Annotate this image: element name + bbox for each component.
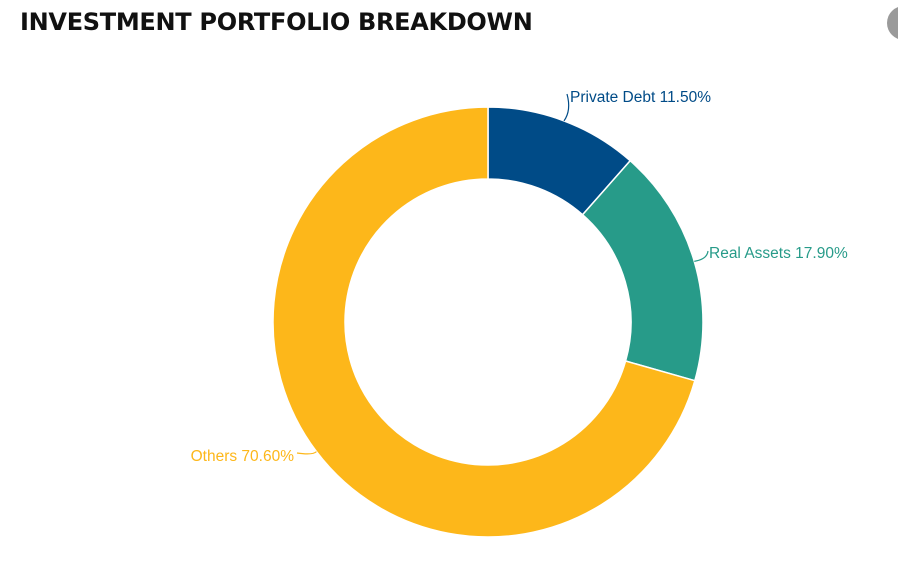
leader-line-private-debt — [563, 93, 570, 122]
slice-label-others: Others 70.60% — [191, 448, 295, 465]
page-title: INVESTMENT PORTFOLIO BREAKDOWN — [20, 8, 533, 36]
slice-label-real-assets: Real Assets 17.90% — [709, 245, 848, 262]
leader-line-real-assets — [694, 250, 709, 262]
labels-layer: Private Debt 11.50% Real Assets 17.90% Oth… — [191, 89, 848, 465]
leader-line-others — [296, 451, 317, 455]
menu-button[interactable] — [887, 6, 898, 40]
slice-label-private-debt: Private Debt 11.50% — [570, 89, 711, 106]
slice-others[interactable] — [272, 106, 696, 538]
slices-layer — [272, 106, 704, 538]
slice-real-assets[interactable] — [581, 159, 704, 382]
